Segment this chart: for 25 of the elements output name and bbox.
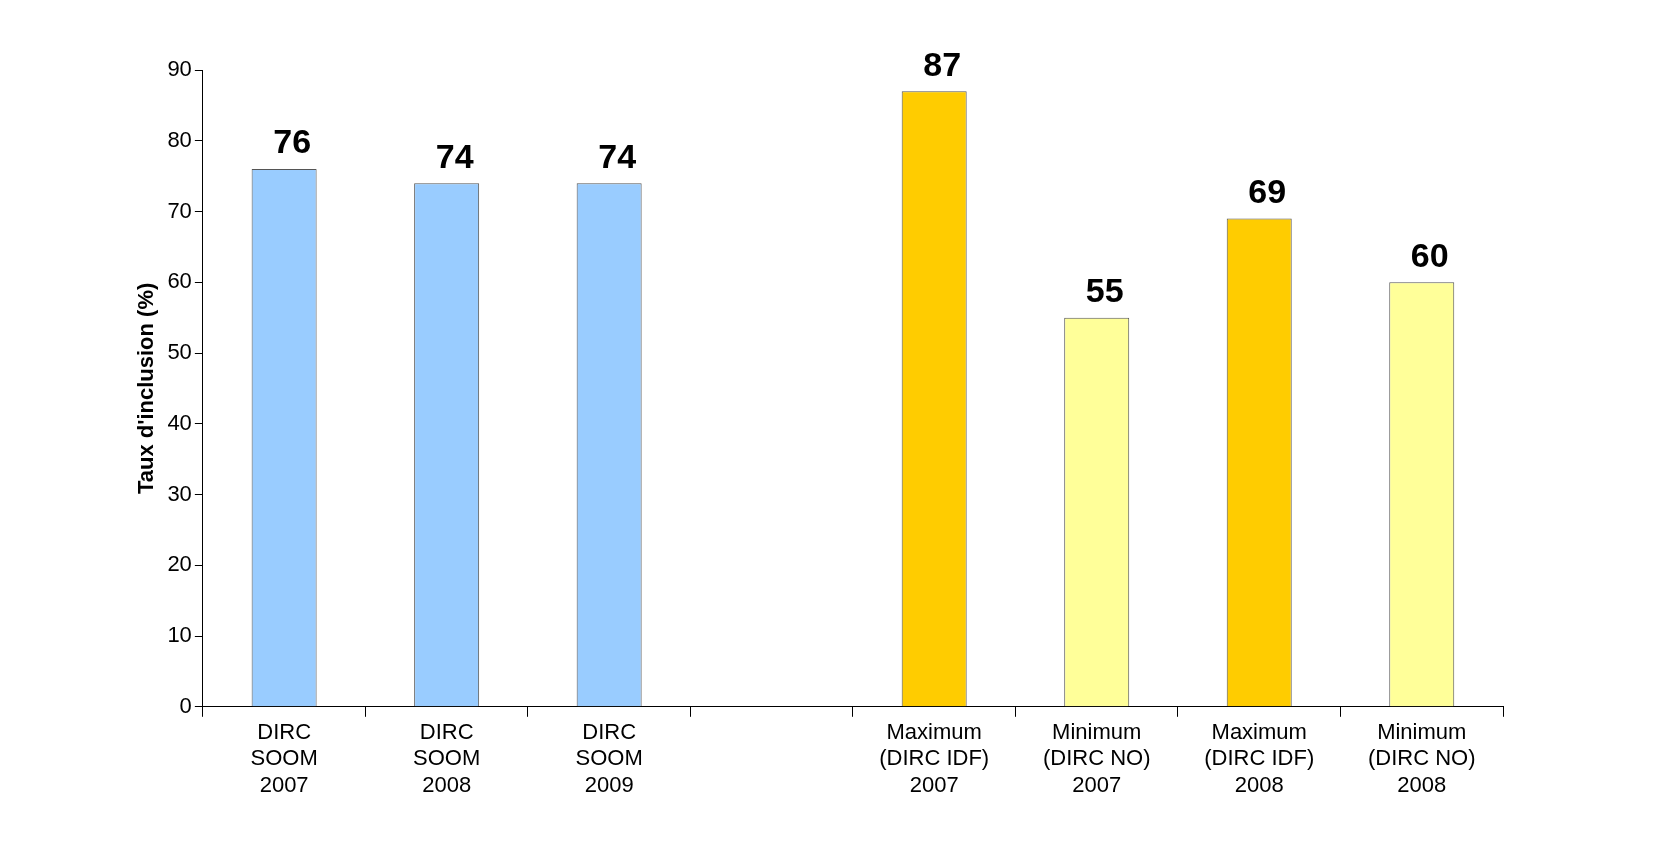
- y-tick-label: 70: [167, 197, 192, 223]
- y-tick-label: 20: [167, 551, 192, 577]
- y-tick-label: 50: [167, 339, 192, 365]
- x-tick-label: Minimum (DIRC NO) 2008: [1367, 719, 1476, 797]
- y-tick-label: 0: [179, 692, 192, 718]
- data-label: 60: [1410, 235, 1449, 274]
- data-label: 69: [1248, 171, 1287, 210]
- x-tick-label: Minimum (DIRC NO) 2007: [1042, 719, 1151, 797]
- y-tick-label: 80: [167, 126, 192, 152]
- data-label: 87: [923, 44, 962, 83]
- y-tick-label: 30: [167, 480, 192, 506]
- x-tick-label: DIRC SOOM 2009: [575, 719, 643, 797]
- data-label: 74: [598, 136, 637, 175]
- y-axis-title: Taux d'inclusion (%): [133, 282, 159, 495]
- data-label: 55: [1085, 271, 1124, 310]
- data-label: 76: [273, 122, 312, 161]
- x-tick-label: Maximum (DIRC IDF) 2007: [879, 719, 990, 797]
- x-tick-label: DIRC SOOM 2007: [250, 719, 318, 797]
- y-tick-label: 60: [167, 268, 192, 294]
- y-tick-label: 40: [167, 409, 192, 435]
- x-tick-label: Maximum (DIRC IDF) 2008: [1204, 719, 1315, 797]
- y-tick-label: 10: [167, 622, 192, 648]
- x-tick-label: DIRC SOOM 2008: [413, 719, 481, 797]
- data-label: 74: [435, 136, 474, 175]
- y-tick-label: 90: [167, 56, 192, 82]
